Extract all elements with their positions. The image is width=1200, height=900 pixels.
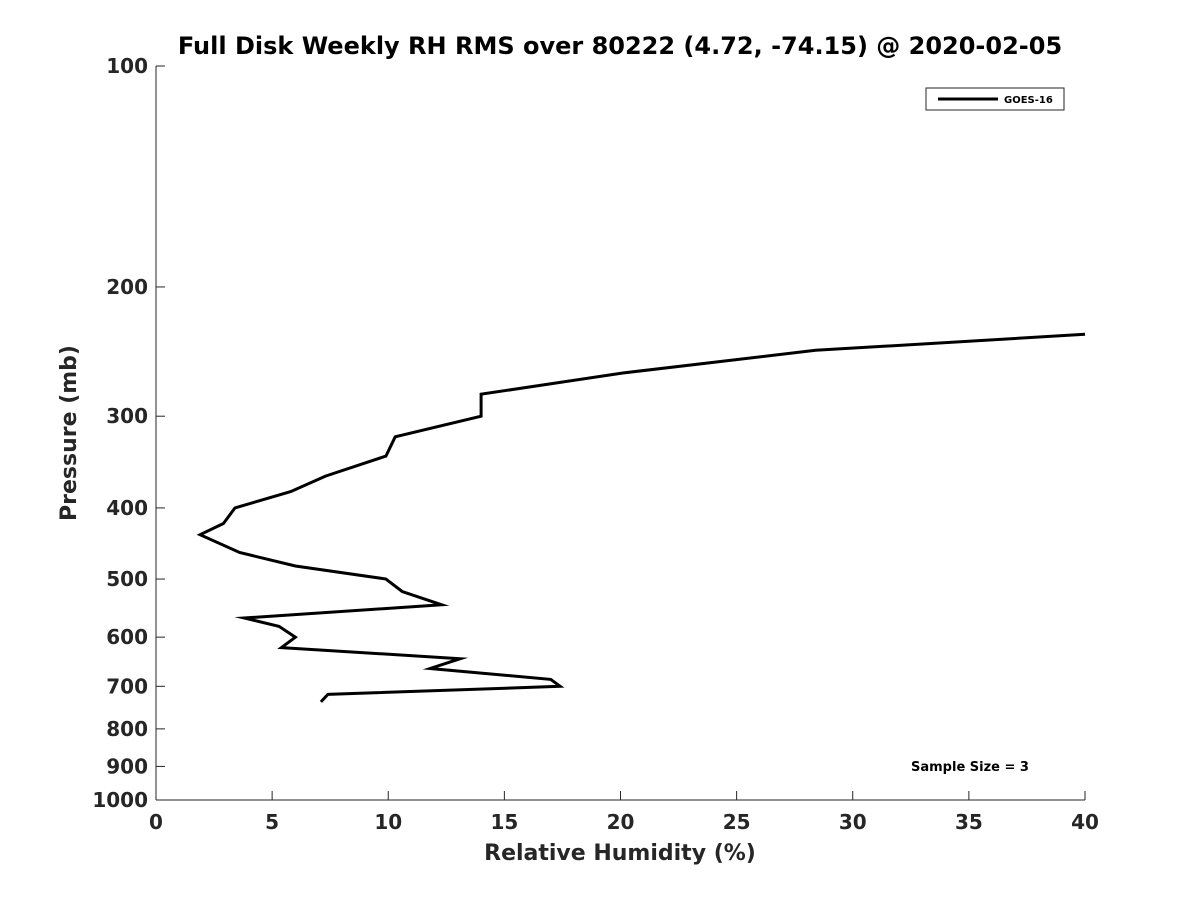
legend-label-goes-16: GOES-16	[1004, 95, 1053, 106]
x-tick-label: 20	[607, 810, 635, 834]
y-tick-label: 400	[106, 496, 148, 520]
x-tick-label: 25	[723, 810, 751, 834]
y-ticks: 100 200 300 400 500 600 700 800 900 1000	[92, 54, 165, 812]
x-axis-label: Relative Humidity (%)	[484, 841, 756, 866]
legend: GOES-16	[925, 87, 1065, 111]
y-tick-label: 500	[106, 567, 148, 591]
x-tick-label: 30	[839, 810, 867, 834]
y-tick-label: 600	[106, 625, 148, 649]
y-tick-label: 200	[106, 275, 148, 299]
x-tick-label: 0	[149, 810, 163, 834]
x-tick-label: 15	[490, 810, 518, 834]
axes	[155, 66, 1085, 801]
y-tick-label: 100	[106, 54, 148, 78]
series-line-goes-16	[196, 332, 1086, 703]
sample-size-annotation: Sample Size = 3	[911, 760, 1029, 775]
x-ticks: 0 5 10 15 20 25 30 35 40	[149, 791, 1099, 834]
y-tick-label: 300	[106, 404, 148, 428]
x-tick-label: 10	[374, 810, 402, 834]
y-axis-label: Pressure (mb)	[57, 345, 82, 521]
x-tick-label: 40	[1071, 810, 1099, 834]
x-tick-label: 35	[955, 810, 983, 834]
y-tick-label: 700	[106, 674, 148, 698]
y-tick-label: 800	[106, 717, 148, 741]
series-layer	[196, 332, 1086, 703]
chart-title: Full Disk Weekly RH RMS over 80222 (4.72…	[178, 32, 1062, 60]
y-tick-label: 900	[106, 754, 148, 778]
y-tick-label: 1000	[92, 788, 148, 812]
x-tick-label: 5	[265, 810, 279, 834]
